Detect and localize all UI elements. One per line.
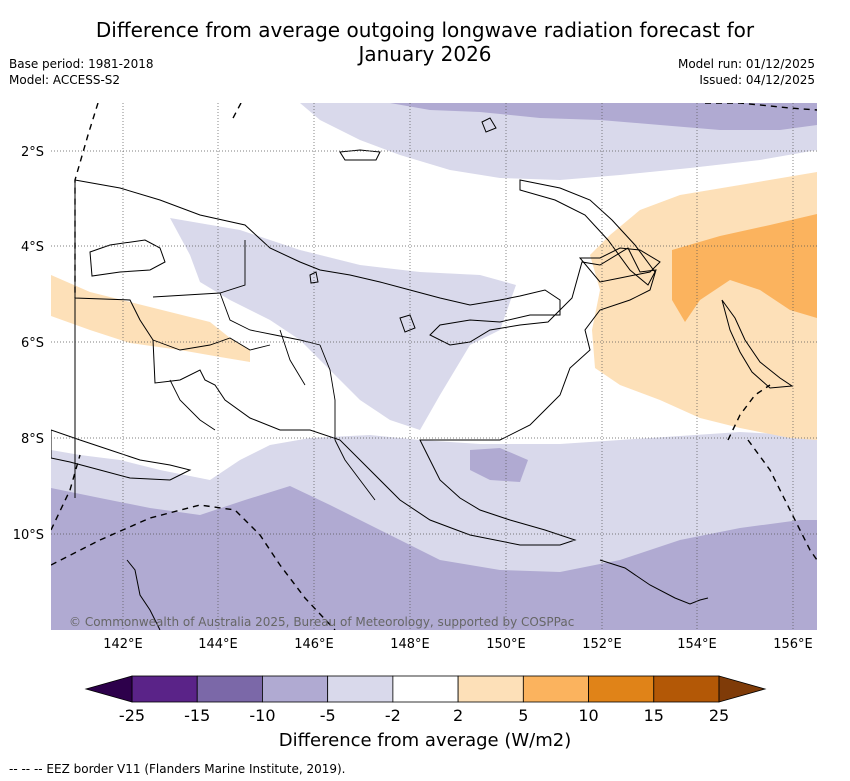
colorbar-tick-label: 10 [578,706,598,725]
coastlines [51,117,794,630]
eez-border-west [74,103,99,298]
lat-label: 2°S [21,145,44,160]
model-run: Model run: 01/12/2025 [677,57,815,71]
colorbar-swatch [392,675,459,703]
colorbar-swatch [262,675,329,703]
colorbar-swatch [653,675,720,703]
island-3 [309,271,319,284]
title-line-2: January 2026 [358,42,492,66]
colorbar-tick-label: 25 [709,706,729,725]
png-mainland-coast [74,179,657,546]
anomaly-band-central [170,218,516,430]
lon-label: 152°E [582,637,622,652]
province-border-5 [319,344,336,440]
lat-label: 8°S [21,432,44,447]
colorbar-swatch [457,675,524,703]
anomaly-patch-small [470,448,528,482]
province-border-3 [219,292,321,346]
colorbar-tick-label: -25 [119,706,145,725]
eez-borders [51,103,817,630]
colorbar-swatch [327,675,394,703]
eez-border-east [727,384,771,441]
colorbar-tick-label: -10 [249,706,275,725]
colorbar-under-arrow [84,675,133,703]
province-border-1 [152,240,246,298]
cape-york-coast [126,559,161,630]
province-borders [152,240,376,501]
lat-label: 10°S [13,528,44,543]
lon-label: 146°E [294,637,334,652]
lat-label: 6°S [21,336,44,351]
lon-label: 144°E [198,637,238,652]
manus-coast [339,149,381,161]
title-line-1: Difference from average outgoing longwav… [95,18,755,42]
province-border-7 [279,329,306,386]
map-title: Difference from average outgoing longwav… [0,18,850,66]
anomaly-field [51,103,817,630]
colorbar-title: Difference from average (W/m2) [278,730,572,751]
province-border-4 [169,379,216,431]
graticule [51,103,817,630]
colorbar-swatch [131,675,198,703]
lon-label: 142°E [103,637,143,652]
colorbar-tick-label: 5 [518,706,528,725]
lon-label: 154°E [677,637,717,652]
new-ireland-coast [519,179,656,286]
colorbar-swatch [196,675,263,703]
base-period: Base period: 1981-2018 [9,57,154,71]
anomaly-band-north-dark [390,103,817,130]
issued-date: Issued: 04/12/2025 [699,73,815,87]
province-border-2 [152,337,271,351]
louisiade-islands [599,559,709,605]
anomaly-warm-west [51,275,250,362]
eez-border-northeast [705,103,817,111]
bougainville-coast [721,299,794,389]
lon-label: 148°E [390,637,430,652]
lake-area-coast [89,239,166,277]
anomaly-band-south-mid [51,486,817,630]
eez-legend-note: -- -- -- EEZ border V11 (Flanders Marine… [9,762,346,776]
colorbar-over-arrow [718,675,767,703]
island-1 [481,117,497,133]
lon-label: 150°E [486,637,526,652]
lon-label: 156°E [773,637,813,652]
latitude-labels: 2°S 4°S 6°S 8°S 10°S [13,145,44,543]
colorbar-tick-label: 2 [453,706,463,725]
province-border-6 [334,439,376,501]
colorbar-tick-label: -15 [184,706,210,725]
meta-left: Base period: 1981-2018 Model: ACCESS-S2 [9,56,154,88]
anomaly-warm-east-mid [672,214,817,322]
colorbar-tick-label: -5 [320,706,336,725]
colorbar: -25 -15 -10 -5 -2 2 5 10 15 25 [84,675,767,725]
model-name: Model: ACCESS-S2 [9,73,121,87]
colorbar-swatch [588,675,655,703]
new-britain-coast [578,247,661,283]
eez-border-torres [51,454,81,531]
eez-border-northwest [231,103,242,121]
meta-right: Model run: 01/12/2025 Issued: 04/12/2025 [678,56,815,88]
island-2 [399,314,416,333]
copyright-text: © Commonwealth of Australia 2025, Bureau… [69,615,574,629]
colorbar-swatch [522,675,589,703]
torres-strait-coast [51,429,192,481]
lat-label: 4°S [21,240,44,255]
colorbar-tick-label: 15 [644,706,664,725]
colorbar-tick-label: -2 [385,706,401,725]
longitude-labels: 142°E 144°E 146°E 148°E 150°E 152°E 154°E 156°E [103,637,813,652]
eez-border-southeast [747,439,817,561]
